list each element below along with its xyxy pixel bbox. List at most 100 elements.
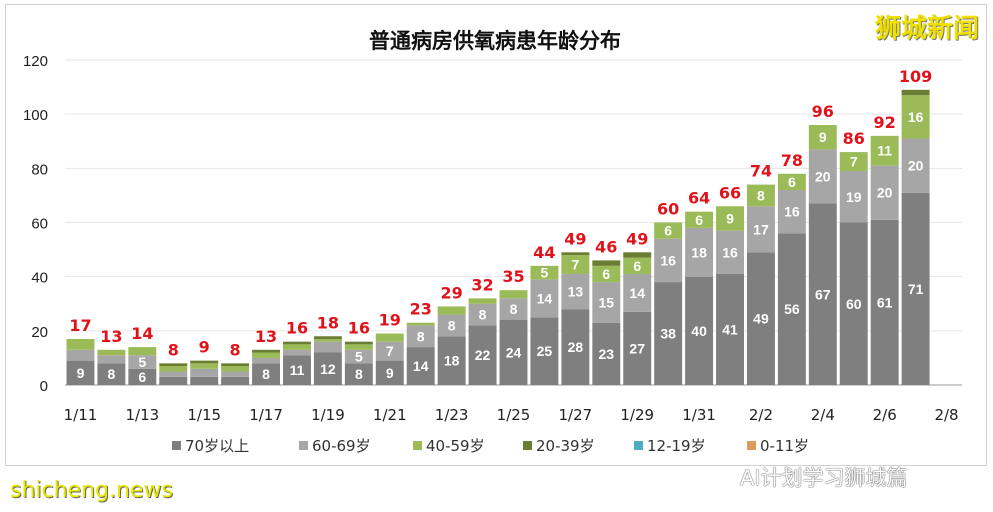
bar-segment-70岁以上 xyxy=(190,376,219,385)
bar-segment-40-59岁 xyxy=(901,95,930,139)
segment-data-label: 9 xyxy=(726,210,734,226)
bar-segment-70岁以上 xyxy=(344,363,373,385)
bar-segment-60-69岁 xyxy=(190,368,219,377)
segment-data-label: 17 xyxy=(753,221,769,237)
bar-segment-60-69岁 xyxy=(808,149,837,204)
bar-segment-20-39岁 xyxy=(159,363,188,367)
segment-data-label: 14 xyxy=(537,290,553,306)
segment-data-label: 38 xyxy=(660,326,676,342)
total-data-label: 49 xyxy=(564,229,586,248)
segment-data-label: 6 xyxy=(633,258,641,274)
y-tick-label: 0 xyxy=(40,378,48,395)
segment-data-label: 8 xyxy=(262,366,270,382)
segment-data-label: 7 xyxy=(850,154,858,170)
bar-segment-70岁以上 xyxy=(468,325,497,385)
y-tick-label: 120 xyxy=(23,53,48,70)
total-data-label: 18 xyxy=(317,313,339,332)
bar-segment-40-59岁 xyxy=(623,257,652,274)
total-data-label: 46 xyxy=(595,237,617,256)
x-tick-label: 1/29 xyxy=(620,406,654,424)
bar-segment-70岁以上 xyxy=(870,219,899,385)
bar-segment-60-69岁 xyxy=(592,282,621,323)
segment-data-label: 16 xyxy=(660,252,676,268)
bar-segment-40-59岁 xyxy=(561,255,590,274)
chart-title: 普通病房供氧病患年龄分布 xyxy=(369,29,621,53)
total-data-label: 17 xyxy=(69,316,91,335)
bar-segment-70岁以上 xyxy=(839,222,868,385)
bar-segment-60-69岁 xyxy=(313,341,342,353)
bar-segment-40-59岁 xyxy=(499,290,528,299)
y-tick-label: 20 xyxy=(31,324,48,341)
bar-segment-20-39岁 xyxy=(283,341,311,345)
bar-segment-20-39岁 xyxy=(252,349,281,353)
total-data-label: 13 xyxy=(255,327,277,346)
bar-segment-70岁以上 xyxy=(66,360,95,385)
segment-data-label: 15 xyxy=(599,294,615,310)
segment-data-label: 14 xyxy=(413,358,429,374)
bar-segment-70岁以上 xyxy=(561,309,590,385)
x-tick-label: 1/17 xyxy=(249,406,283,424)
bar-segment-20-39岁 xyxy=(221,363,250,367)
bar-segment-20-39岁 xyxy=(561,252,590,255)
bar-segment-70岁以上 xyxy=(808,203,837,385)
segment-data-label: 16 xyxy=(908,109,924,125)
bar-segment-60-69岁 xyxy=(437,314,466,337)
bar-segment-40-59岁 xyxy=(190,363,219,369)
bar-segment-70岁以上 xyxy=(437,336,466,385)
bar-segment-20-39岁 xyxy=(623,252,652,258)
bar-segment-70岁以上 xyxy=(128,368,157,385)
total-data-label: 66 xyxy=(719,183,741,202)
total-data-label: 9 xyxy=(199,338,210,357)
bar-segment-40-59岁 xyxy=(159,366,188,372)
segment-data-label: 61 xyxy=(877,294,893,310)
bar-segment-20-39岁 xyxy=(592,260,621,266)
bar-segment-60-69岁 xyxy=(66,349,95,361)
total-data-label: 78 xyxy=(781,151,803,170)
segment-data-label: 11 xyxy=(290,362,305,378)
legend-swatch-12-19岁 xyxy=(634,441,643,450)
bar-segment-60-69岁 xyxy=(375,341,404,361)
bar-segment-70岁以上 xyxy=(623,311,652,385)
total-data-label: 86 xyxy=(843,129,865,148)
watermark-site: shicheng.news xyxy=(10,478,173,503)
total-data-label: 44 xyxy=(533,243,555,262)
total-data-label: 96 xyxy=(812,102,834,121)
bar-segment-60-69岁 xyxy=(344,349,373,364)
bar-segment-60-69岁 xyxy=(901,138,930,193)
legend-label: 0-11岁 xyxy=(760,437,809,455)
bar-segment-70岁以上 xyxy=(252,363,281,385)
bar-segment-20-39岁 xyxy=(901,89,930,96)
segment-data-label: 20 xyxy=(908,158,924,174)
bar-segment-60-69岁 xyxy=(839,171,868,223)
legend-swatch-20-39岁 xyxy=(523,441,532,450)
y-tick-label: 40 xyxy=(31,270,48,287)
watermark-wechat: AI计划学习狮城篇 xyxy=(740,466,908,490)
x-tick-label: 2/8 xyxy=(934,406,958,424)
total-data-label: 64 xyxy=(688,189,710,208)
total-data-label: 16 xyxy=(286,319,308,338)
x-tick-label: 1/19 xyxy=(311,406,345,424)
chart-frame xyxy=(5,4,987,466)
bar-segment-70岁以上 xyxy=(777,233,806,385)
bar-segment-70岁以上 xyxy=(746,252,775,385)
x-tick-label: 2/4 xyxy=(811,406,835,424)
bar-segment-60-69岁 xyxy=(716,230,744,274)
bar-segment-60-69岁 xyxy=(561,273,590,310)
segment-data-label: 8 xyxy=(417,328,425,344)
segment-data-label: 6 xyxy=(138,369,146,385)
segment-data-label: 6 xyxy=(602,266,610,282)
bar-segment-40-59岁 xyxy=(839,152,868,172)
bar-segment-60-69岁 xyxy=(406,325,435,348)
bar-segment-70岁以上 xyxy=(654,282,683,385)
segment-data-label: 56 xyxy=(784,301,800,317)
legend-swatch-60-69岁 xyxy=(299,441,308,450)
x-tick-label: 1/23 xyxy=(435,406,469,424)
total-data-label: 35 xyxy=(502,267,524,286)
bar-segment-60-69岁 xyxy=(221,371,250,377)
bar-segment-60-69岁 xyxy=(685,227,714,277)
total-data-label: 8 xyxy=(168,340,179,359)
bar-segment-60-69岁 xyxy=(623,273,652,312)
bar-segment-70岁以上 xyxy=(221,376,250,385)
bar-segment-70岁以上 xyxy=(685,276,714,385)
